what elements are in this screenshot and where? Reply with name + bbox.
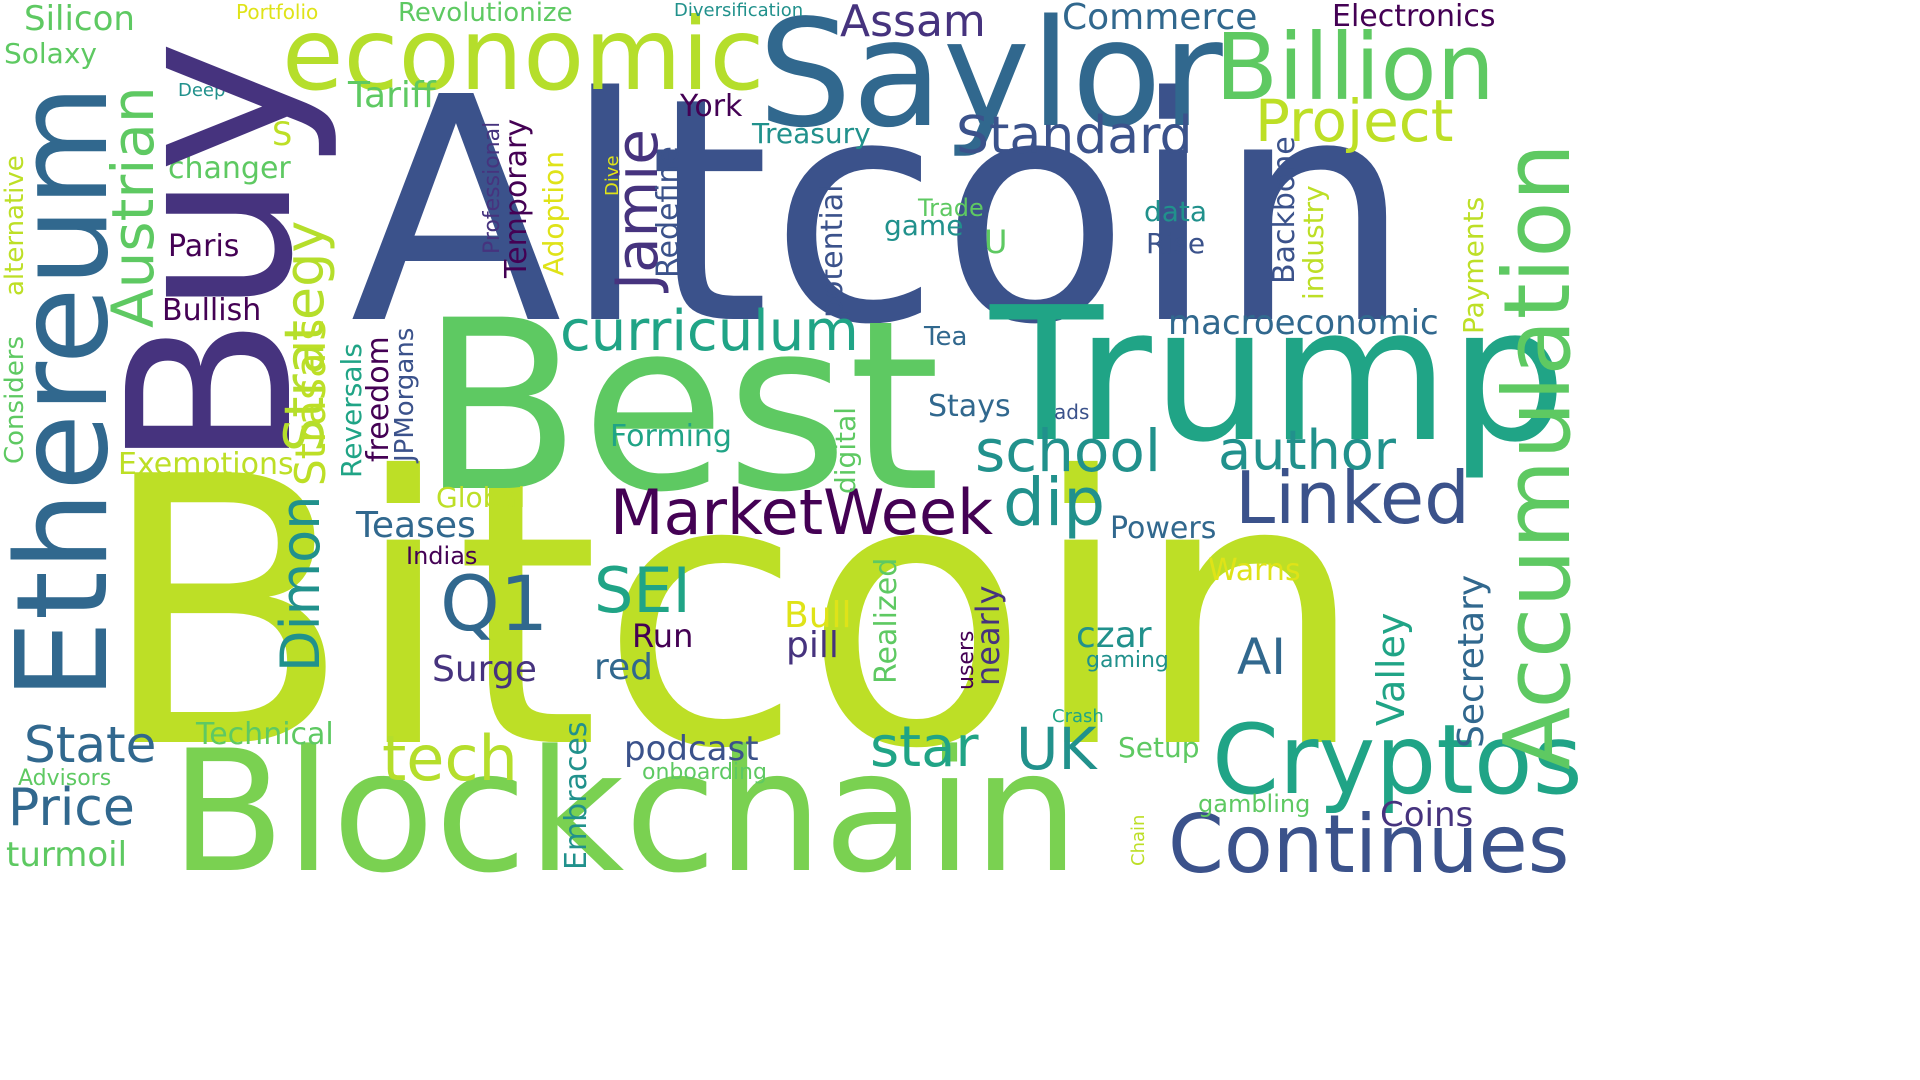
word-payments: Payments [1457,196,1490,334]
word-commerce: Commerce [1062,0,1258,38]
word-sei: SEI [594,554,691,627]
word-pill: pill [786,625,839,666]
word-diversification: Diversification [674,0,804,21]
word-tariff: Tariff [348,75,436,116]
word-curriculum: curriculum [560,299,859,364]
word-q1: Q1 [440,559,549,648]
word-digital: digital [829,406,862,494]
word-revolutionize: Revolutionize [398,0,573,28]
word-indias: Indias [406,542,478,570]
word-state: State [24,716,157,774]
word-gaming: gaming [1086,648,1169,673]
word-technical: Technical [196,717,334,752]
word-gambling: gambling [1198,790,1311,818]
word-solaxy: Solaxy [4,37,97,70]
word-accumulation: Accumulation [1484,143,1591,770]
word-s: S [272,115,293,153]
word-standard: Standard [956,106,1193,166]
word-podcast: podcast [624,729,759,769]
word-stays: Stays [928,389,1011,424]
word-coins: Coins [1380,795,1474,835]
word-warns: Warns [1208,553,1301,588]
word-potential: potential [815,184,850,318]
word-author: author [1218,419,1396,482]
word-setup: Setup [1118,731,1200,764]
word-continues: Continues [1168,798,1570,891]
word-teases: Teases [356,505,476,546]
word-jpmorgans: JPMorgans [390,327,420,462]
word-electronics: Electronics [1332,0,1496,34]
word-economic: economic [282,0,765,113]
word-silicon: Silicon [24,0,135,39]
word-valley: Valley [1369,612,1413,726]
word-forming: Forming [610,419,732,454]
word-saylor: Saylor [758,0,1223,160]
word-best: Best [420,271,941,544]
word-macroeconomic: macroeconomic [1168,303,1439,343]
word-chain: Chain [1128,814,1149,866]
word-backbone: Backbone [1267,136,1302,284]
word-paris: Paris [168,229,240,264]
word-reversals: Reversals [335,343,368,478]
word-dive: Dive [602,155,623,196]
word-project: Project [1255,87,1454,155]
word-trump: Trump [990,267,1567,483]
word-adoption: Adoption [537,151,570,276]
word-price: Price [8,778,135,838]
word-czar: czar [1076,615,1152,656]
word-secretary: Secretary [1451,574,1492,748]
word-bullish: Bullish [162,293,262,328]
word-star: star [870,715,979,780]
word-deep: Deep [178,80,226,101]
word-u: U [984,223,1008,261]
word-marketweek: MarketWeek [610,476,993,549]
word-ads: ads [1054,400,1090,424]
word-altcoin: Altcoin [350,32,1413,393]
word-york: York [680,89,743,124]
word-onboarding: onboarding [642,760,767,785]
word-nearly: nearly [969,585,1007,686]
word-run: Run [632,617,694,655]
word-assam: Assam [840,0,986,47]
word-realized: Realized [869,557,904,684]
word-linked: Linked [1235,456,1470,540]
word-ai: AI [1237,628,1286,686]
word-school: school [975,417,1161,485]
word-strasals: Strasals [286,318,335,486]
word-turmoil: turmoil [6,835,128,875]
word-considers: Considers [0,335,30,464]
word-cryptos: Cryptos [1212,704,1583,816]
word-data: data [1144,195,1208,228]
word-tea: Tea [924,322,968,352]
word-surge: Surge [432,649,537,690]
word-portfolio: Portfolio [236,0,319,24]
word-austrian: Austrian [99,86,167,328]
word-red: red [594,647,654,688]
word-bitcoin: Bitcoin [98,400,1367,830]
word-exemptions: Exemptions [118,447,294,482]
word-billion: Billion [1215,14,1495,121]
word-trade: Trade [918,194,984,222]
word-industry: industry [1297,185,1330,300]
word-redefine: Redefine [651,146,686,278]
word-rise: Rise [1146,227,1206,260]
word-powers: Powers [1110,511,1217,546]
word-alternative: alternative [0,155,30,296]
word-game: game [884,209,964,242]
word-bull: Bull [784,595,852,636]
word-dip: dip [1003,464,1106,541]
word-changer: changer [168,151,291,186]
word-global: Global [436,481,526,514]
word-temporary: Temporary [499,118,534,278]
word-tech: tech [382,722,518,795]
word-dimon: Dimon [269,495,332,672]
word-treasury: Treasury [752,117,871,150]
word-uk: UK [1016,715,1097,783]
word-blockchain: Blockchain [170,714,1080,910]
word-crash: Crash [1052,706,1104,727]
word-embraces: Embraces [559,721,594,870]
word-advisors: Advisors [18,766,112,791]
